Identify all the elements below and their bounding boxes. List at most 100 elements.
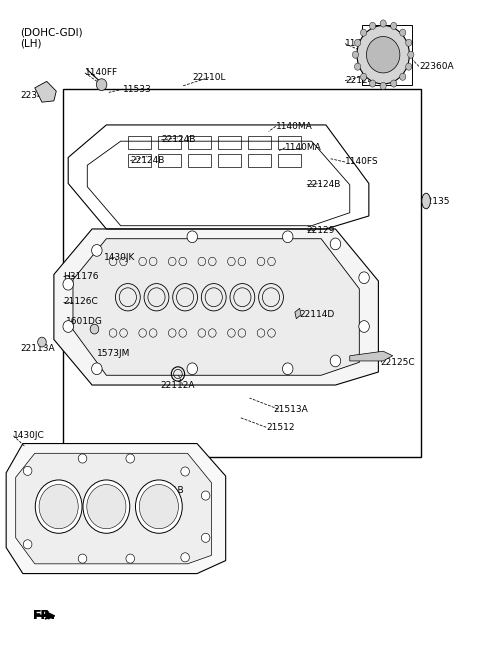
Text: 22110L: 22110L <box>192 73 226 82</box>
Text: 22124B: 22124B <box>130 156 165 165</box>
Bar <box>158 154 181 167</box>
Ellipse shape <box>63 278 73 290</box>
Text: 1430JC: 1430JC <box>13 431 45 440</box>
Ellipse shape <box>181 467 190 476</box>
Text: 21512: 21512 <box>266 422 295 432</box>
Text: 1140FS: 1140FS <box>345 157 379 167</box>
Ellipse shape <box>359 272 369 283</box>
Ellipse shape <box>96 79 107 91</box>
Text: 22129: 22129 <box>307 226 335 235</box>
Text: 1430JK: 1430JK <box>104 253 135 262</box>
Text: 11533: 11533 <box>123 85 152 93</box>
Bar <box>158 136 181 149</box>
Ellipse shape <box>330 355 341 367</box>
Ellipse shape <box>187 363 198 375</box>
Text: 1140FX: 1140FX <box>345 39 379 48</box>
Ellipse shape <box>355 63 360 71</box>
Ellipse shape <box>35 480 82 534</box>
Text: 22114D: 22114D <box>300 310 335 319</box>
Ellipse shape <box>366 37 400 73</box>
Bar <box>128 154 151 167</box>
Text: FR.: FR. <box>33 609 56 622</box>
Polygon shape <box>295 308 301 319</box>
Bar <box>362 25 412 85</box>
Text: 22112A: 22112A <box>161 381 195 390</box>
Polygon shape <box>54 229 378 385</box>
Bar <box>278 136 301 149</box>
Polygon shape <box>350 351 393 361</box>
Bar <box>248 136 271 149</box>
Text: 1601DG: 1601DG <box>66 317 103 326</box>
Polygon shape <box>35 82 56 102</box>
Ellipse shape <box>352 51 359 58</box>
Ellipse shape <box>360 73 367 80</box>
Text: 22124B: 22124B <box>345 76 379 85</box>
Ellipse shape <box>282 363 293 375</box>
Bar <box>218 136 241 149</box>
Polygon shape <box>73 239 360 375</box>
Text: 22124B: 22124B <box>161 135 196 144</box>
Bar <box>128 136 151 149</box>
Ellipse shape <box>139 485 179 529</box>
Bar <box>188 136 211 149</box>
Ellipse shape <box>126 454 134 463</box>
Ellipse shape <box>201 491 210 500</box>
Ellipse shape <box>391 80 397 87</box>
Ellipse shape <box>181 553 190 562</box>
Text: 22135: 22135 <box>421 197 450 206</box>
Ellipse shape <box>201 534 210 543</box>
Ellipse shape <box>126 554 134 563</box>
Ellipse shape <box>87 485 126 529</box>
Bar <box>63 89 421 456</box>
Polygon shape <box>16 453 211 564</box>
Text: (DOHC-GDI)
(LH): (DOHC-GDI) (LH) <box>21 27 83 49</box>
Text: 21513A: 21513A <box>274 405 308 413</box>
Ellipse shape <box>391 22 397 29</box>
Ellipse shape <box>92 363 102 375</box>
Text: 1140MA: 1140MA <box>285 143 322 152</box>
Ellipse shape <box>39 485 78 529</box>
Text: 1573JM: 1573JM <box>97 349 130 358</box>
Ellipse shape <box>135 480 182 534</box>
Ellipse shape <box>83 480 130 534</box>
Ellipse shape <box>355 39 360 46</box>
Ellipse shape <box>406 39 412 46</box>
Ellipse shape <box>78 454 87 463</box>
Ellipse shape <box>37 337 46 347</box>
Ellipse shape <box>90 325 99 334</box>
Ellipse shape <box>357 25 409 84</box>
Ellipse shape <box>370 22 376 29</box>
Ellipse shape <box>400 29 406 36</box>
Ellipse shape <box>406 63 412 71</box>
Ellipse shape <box>400 73 406 80</box>
Text: 22341A: 22341A <box>21 91 55 100</box>
Ellipse shape <box>187 231 198 243</box>
Text: 21126C: 21126C <box>63 297 98 306</box>
Ellipse shape <box>330 238 341 250</box>
Ellipse shape <box>92 245 102 256</box>
Ellipse shape <box>24 540 32 549</box>
Ellipse shape <box>63 321 73 332</box>
Bar <box>188 154 211 167</box>
Text: FR.: FR. <box>33 609 56 622</box>
Ellipse shape <box>422 193 431 209</box>
Ellipse shape <box>380 20 386 27</box>
Ellipse shape <box>380 82 386 89</box>
Bar <box>248 154 271 167</box>
Polygon shape <box>6 443 226 573</box>
Ellipse shape <box>24 466 32 475</box>
Bar <box>278 154 301 167</box>
Text: 1140MA: 1140MA <box>276 121 312 131</box>
Ellipse shape <box>370 80 376 87</box>
Ellipse shape <box>78 554 87 563</box>
Text: 22125C: 22125C <box>381 358 415 367</box>
Ellipse shape <box>360 29 367 36</box>
Ellipse shape <box>408 51 414 58</box>
Bar <box>218 154 241 167</box>
Text: 22113A: 22113A <box>21 344 55 353</box>
Ellipse shape <box>282 231 293 243</box>
Text: 1140FF: 1140FF <box>85 69 118 78</box>
Text: H31176: H31176 <box>63 272 99 281</box>
Ellipse shape <box>359 321 369 332</box>
Text: 22311B: 22311B <box>149 486 184 495</box>
